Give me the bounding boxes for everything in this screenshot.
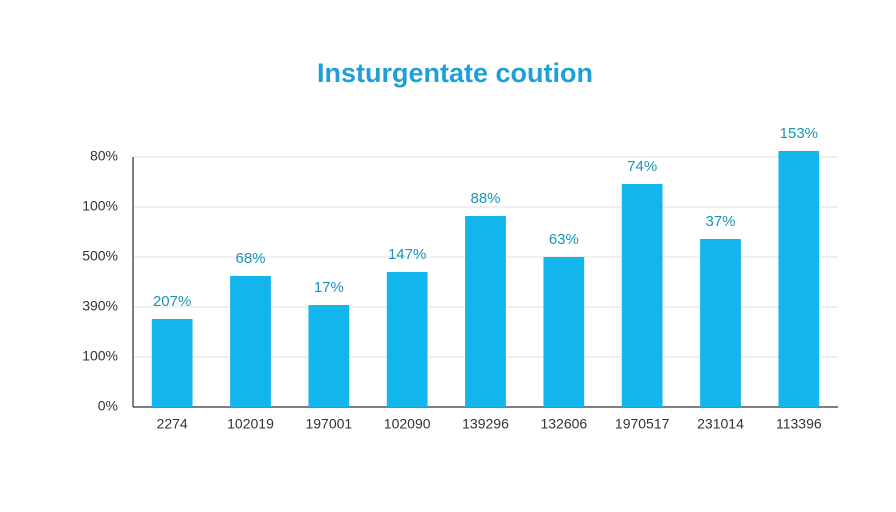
y-tick-label: 100% <box>82 198 118 214</box>
bar <box>151 319 193 407</box>
value-label: 88% <box>470 190 500 207</box>
x-tick-label: 102090 <box>384 416 431 432</box>
value-label: 153% <box>780 125 818 142</box>
value-label: 37% <box>705 213 735 230</box>
chart-title: Insturgentate coution <box>317 58 593 88</box>
value-label: 74% <box>627 158 657 175</box>
bar <box>700 239 741 407</box>
x-tick-label: 2274 <box>157 416 188 432</box>
x-tick-label: 113396 <box>776 416 822 432</box>
y-tick-label: 80% <box>90 148 118 164</box>
x-tick-label: 139296 <box>462 416 509 432</box>
y-tick-label: 0% <box>98 398 118 414</box>
x-tick-label: 102019 <box>227 416 274 432</box>
x-tick-label: 231014 <box>697 416 744 432</box>
value-label: 63% <box>549 231 579 248</box>
value-label: 68% <box>235 250 265 267</box>
y-tick-label: 500% <box>82 248 118 264</box>
bar <box>621 184 663 407</box>
value-label: 147% <box>388 246 426 263</box>
bar <box>308 305 350 407</box>
bar <box>778 151 820 407</box>
x-tick-label: 197001 <box>305 416 352 432</box>
x-tick-label: 132606 <box>540 416 587 432</box>
y-tick-label: 390% <box>82 298 118 314</box>
value-label: 17% <box>314 279 344 296</box>
x-tick-label: 1970517 <box>615 416 670 432</box>
bar <box>230 276 271 407</box>
bar <box>465 216 506 407</box>
value-label: 207% <box>153 293 191 310</box>
y-tick-label: 100% <box>82 348 118 364</box>
bar <box>386 272 428 407</box>
bar <box>543 257 585 407</box>
